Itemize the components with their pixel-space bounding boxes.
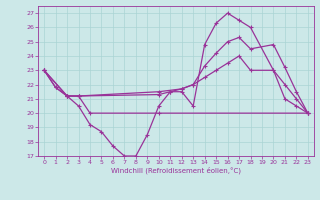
- X-axis label: Windchill (Refroidissement éolien,°C): Windchill (Refroidissement éolien,°C): [111, 167, 241, 174]
